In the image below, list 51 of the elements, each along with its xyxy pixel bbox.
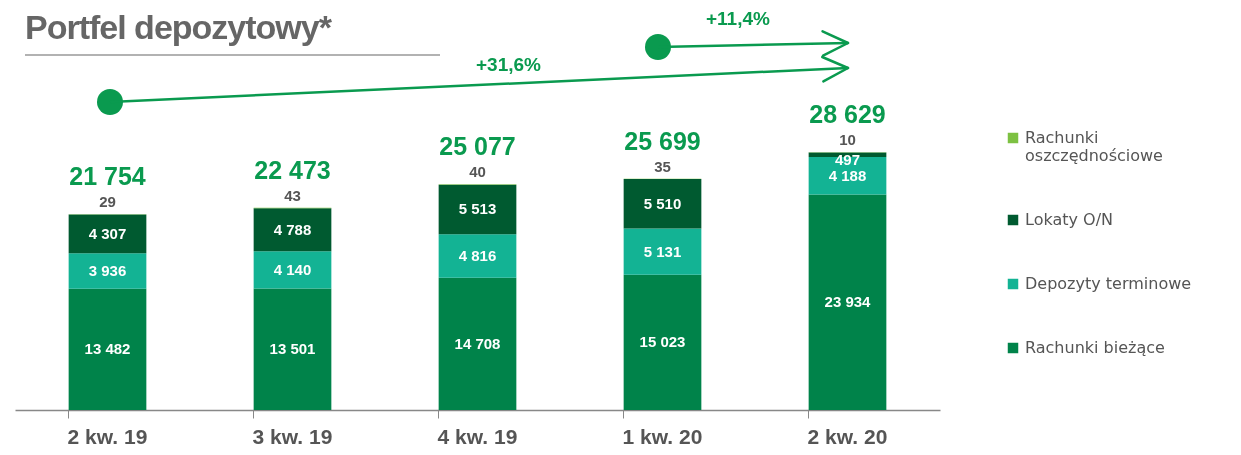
bar bbox=[438, 234, 517, 278]
bar bbox=[623, 179, 702, 229]
bar bbox=[808, 152, 887, 157]
legend-label: Depozyty terminowe bbox=[1025, 274, 1192, 293]
text: +11,4% bbox=[706, 8, 770, 30]
bar bbox=[808, 194, 887, 410]
data-label: 10 bbox=[839, 131, 856, 149]
legend-label: Lokaty O/N bbox=[1025, 210, 1113, 229]
data-label: 23 934 bbox=[824, 293, 872, 311]
text: +31,6% bbox=[476, 54, 541, 76]
data-label: 4 788 bbox=[273, 220, 312, 238]
data-label: 5 510 bbox=[643, 194, 682, 212]
data-label: 40 bbox=[469, 163, 486, 181]
bar bbox=[68, 214, 147, 254]
bar bbox=[68, 253, 147, 289]
data-label: 14 708 bbox=[454, 334, 501, 352]
legend-label: Rachunki bieżące bbox=[1025, 338, 1165, 357]
x-tick-label: 3 kw. 19 bbox=[252, 424, 333, 448]
data-label: 43 bbox=[284, 186, 301, 204]
bar bbox=[68, 288, 147, 410]
data-label: 13 501 bbox=[269, 340, 316, 358]
data-label: 13 482 bbox=[84, 340, 131, 358]
data-label: 3 936 bbox=[88, 261, 127, 279]
data-label: 5 131 bbox=[643, 242, 682, 260]
bar bbox=[253, 251, 332, 289]
x-tick-label: 1 kw. 20 bbox=[622, 424, 703, 448]
data-label: 35 bbox=[654, 157, 671, 175]
data-label: 497 bbox=[834, 151, 861, 169]
data-label: 4 140 bbox=[273, 260, 312, 278]
data-label: 4 816 bbox=[458, 246, 497, 264]
data-label: 4 188 bbox=[828, 166, 867, 184]
data-label: 4 307 bbox=[88, 224, 127, 242]
bar bbox=[438, 277, 517, 410]
legend-label: Rachunki oszczędnościowe bbox=[1025, 128, 1163, 165]
total-label: 28 629 bbox=[809, 100, 886, 129]
bar bbox=[623, 228, 702, 275]
data-label: 29 bbox=[99, 193, 116, 211]
x-tick-label: 2 kw. 19 bbox=[67, 424, 148, 448]
data-label: 15 023 bbox=[639, 333, 686, 351]
total-label: 22 473 bbox=[254, 155, 331, 184]
chart-title: Portfel depozytowy* bbox=[25, 8, 331, 47]
bar bbox=[623, 274, 702, 410]
total-label: 25 699 bbox=[624, 126, 701, 155]
total-label: 21 754 bbox=[69, 162, 146, 191]
bar bbox=[438, 184, 517, 235]
bar bbox=[253, 208, 332, 252]
total-label: 25 077 bbox=[439, 132, 516, 161]
x-tick-label: 4 kw. 19 bbox=[437, 424, 518, 448]
data-label: 5 513 bbox=[458, 200, 497, 218]
bar bbox=[253, 288, 332, 410]
x-tick-label: 2 kw. 20 bbox=[807, 424, 888, 448]
